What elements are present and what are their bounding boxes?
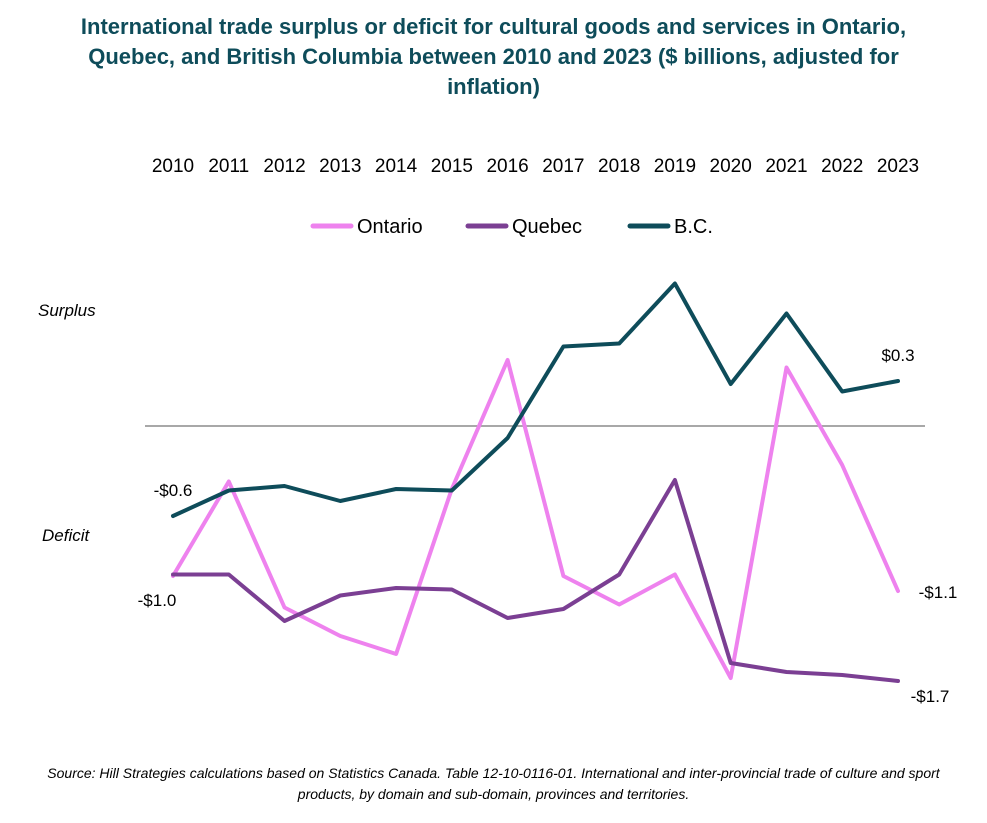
x-tick-label: 2016 xyxy=(486,156,528,177)
x-tick-label: 2012 xyxy=(263,156,305,177)
legend: Ontario Quebec B.C. xyxy=(310,216,713,238)
x-tick-label: 2021 xyxy=(765,156,807,177)
x-tick-label: 2020 xyxy=(710,156,752,177)
x-tick-label: 2010 xyxy=(152,156,194,177)
x-tick-label: 2023 xyxy=(877,156,919,177)
data-label: -$1.1 xyxy=(919,583,958,602)
deficit-annotation: Deficit xyxy=(42,526,91,545)
x-tick-label: 2017 xyxy=(542,156,584,177)
data-labels: -$0.6 -$1.0 $0.3 -$1.1 -$1.7 xyxy=(138,346,958,706)
x-tick-label: 2022 xyxy=(821,156,863,177)
source-note: Source: Hill Strategies calculations bas… xyxy=(47,765,940,802)
legend-label: Ontario xyxy=(357,216,423,238)
x-tick-label: 2014 xyxy=(375,156,418,177)
legend-item: Ontario xyxy=(310,216,423,238)
series-line-bc xyxy=(171,281,900,518)
data-label: -$0.6 xyxy=(154,481,193,500)
x-axis-ticks: 2010 2011 2012 2013 2014 2015 2016 2017 2018 2019… xyxy=(152,156,919,177)
data-label: -$1.0 xyxy=(138,591,177,610)
legend-item: B.C. xyxy=(627,216,713,238)
data-label: -$1.7 xyxy=(911,687,950,706)
legend-label: Quebec xyxy=(512,216,582,238)
x-tick-label: 2019 xyxy=(654,156,696,177)
legend-item: Quebec xyxy=(465,216,582,238)
chart-title: International trade surplus or deficit f… xyxy=(80,14,907,99)
x-tick-label: 2011 xyxy=(208,156,249,177)
legend-label: B.C. xyxy=(674,216,713,238)
series-line-ontario xyxy=(171,358,900,680)
series-lines xyxy=(171,281,900,683)
x-tick-label: 2013 xyxy=(319,156,361,177)
x-tick-label: 2015 xyxy=(431,156,473,177)
x-tick-label: 2018 xyxy=(598,156,640,177)
data-label: $0.3 xyxy=(881,346,914,365)
surplus-annotation: Surplus xyxy=(38,301,96,320)
series-line-quebec xyxy=(171,478,900,683)
